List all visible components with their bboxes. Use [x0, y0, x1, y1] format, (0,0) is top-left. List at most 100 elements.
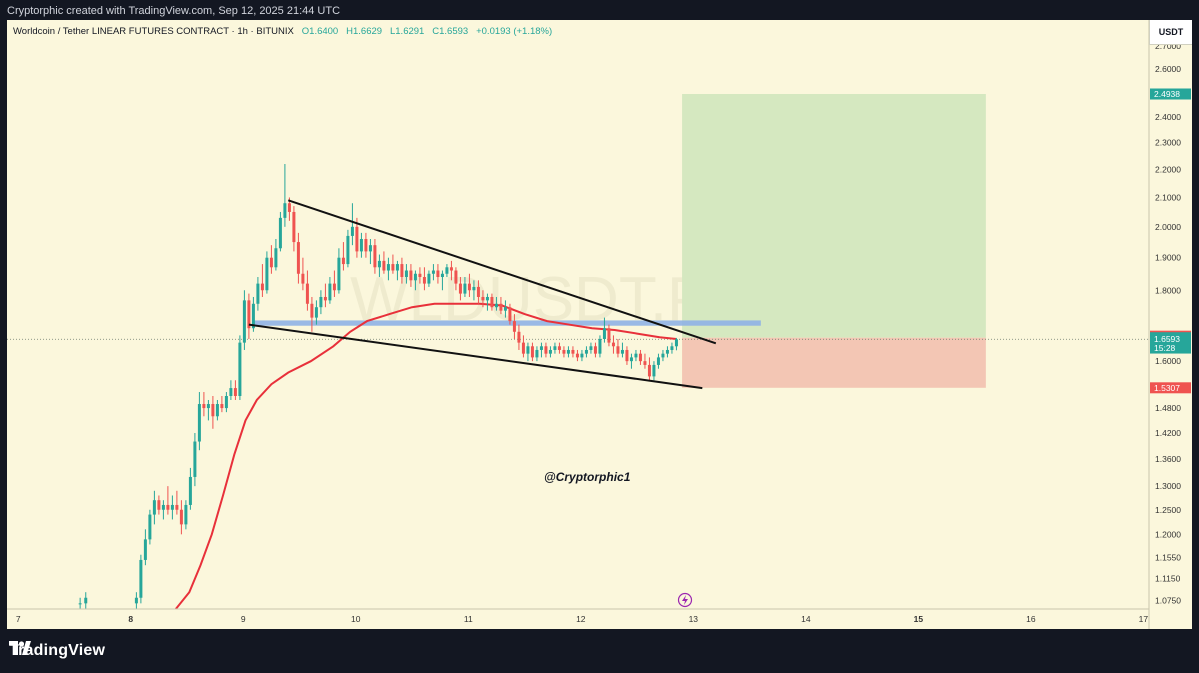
target-zone [682, 93, 986, 338]
currency-selector[interactable]: USDT [1149, 20, 1192, 45]
candle-body [152, 500, 156, 515]
candle-body [283, 203, 287, 218]
candle-body [377, 260, 381, 268]
candle-body [562, 349, 566, 354]
candle-body [386, 264, 390, 271]
price-tick-label: 2.6000 [1155, 64, 1181, 74]
price-tick-label: 1.9000 [1155, 253, 1181, 263]
tradingview-logo[interactable]: TradingView [9, 641, 105, 661]
candle-body [418, 273, 422, 278]
candle-body [242, 300, 246, 343]
candle-body [78, 603, 82, 605]
candle-body [404, 270, 408, 278]
candle-body [449, 267, 453, 271]
time-tick-label: 13 [689, 614, 699, 624]
high-value: H1.6629 [346, 26, 383, 37]
candle-body [400, 264, 404, 278]
candle-body [337, 257, 341, 291]
candle-body [539, 346, 543, 350]
candle-body [611, 342, 615, 347]
candle-body [382, 260, 386, 271]
candle-body [643, 361, 647, 365]
price-tick-label: 1.2000 [1155, 529, 1181, 539]
candle-body [598, 338, 602, 354]
price-tick-label: 2.7000 [1155, 41, 1181, 51]
candle-body [139, 559, 143, 598]
time-tick-label: 9 [241, 614, 246, 624]
time-tick-label: 11 [464, 614, 473, 624]
candle-body [314, 307, 318, 318]
stop-zone [682, 337, 986, 388]
price-label-box [1150, 382, 1191, 394]
candle-body [647, 364, 651, 377]
candle-body [170, 504, 174, 510]
candle-body [652, 364, 656, 377]
chart-caption: Cryptorphic created with TradingView.com… [0, 0, 1199, 20]
candle-body [530, 346, 534, 358]
ema-line [175, 302, 677, 610]
candle-body [305, 283, 309, 304]
chart-area[interactable]: WLDUSDT.P, 1h @Cryptorphic1 2.7000 2.6000 2.… [7, 20, 1192, 629]
price-tick-label: 2.3000 [1155, 138, 1181, 148]
candle-body [670, 346, 674, 350]
candle-body [584, 349, 588, 354]
time-tick-label: 7 [16, 614, 21, 624]
candle-body [341, 257, 345, 265]
candle-body [301, 273, 305, 284]
candle-body [395, 264, 399, 271]
candle-body [490, 296, 494, 308]
price-label: 1.5307 [1154, 383, 1180, 393]
candle-body [134, 597, 138, 604]
candle-body [229, 388, 233, 397]
price-label-box [1150, 333, 1191, 345]
candle-body [544, 346, 548, 354]
candle-body [458, 283, 462, 294]
candle-body [143, 539, 147, 560]
time-tick-label: 8 [128, 614, 133, 624]
candle-body [215, 404, 219, 417]
price-tick-label: 1.3000 [1155, 481, 1181, 491]
candle-body [373, 245, 377, 268]
candle-body [427, 273, 431, 284]
candle-body [193, 441, 197, 477]
low-value: L1.6291 [389, 26, 425, 37]
time-tick-label: 12 [576, 614, 586, 624]
candle-body [179, 509, 183, 525]
candle-body [607, 328, 611, 343]
candle-body [454, 270, 458, 284]
trendline-lower [248, 323, 703, 390]
candle-body [616, 346, 620, 354]
candle-body [436, 270, 440, 278]
price-label-box [1150, 88, 1191, 100]
price-tick-label: 1.2500 [1155, 505, 1181, 515]
time-tick-label: 15 [914, 614, 924, 624]
candle-body [157, 500, 161, 510]
candle-body [251, 303, 255, 329]
candle-body [674, 339, 678, 347]
candle-body [503, 307, 507, 311]
price-tick-label: 1.8000 [1155, 285, 1181, 295]
candle-body [292, 211, 296, 243]
candle-body [485, 296, 489, 301]
candle-body [548, 349, 552, 354]
price-chart[interactable]: WLDUSDT.P, 1h@Cryptorphic12.70002.60002.… [7, 20, 1192, 629]
candle-body [247, 300, 251, 329]
candle-body [368, 245, 372, 252]
symbol-title: Worldcoin / Tether LINEAR FUTURES CONTRA… [13, 26, 294, 37]
event-lightning-icon[interactable] [677, 592, 693, 608]
candle-body [202, 404, 206, 409]
candle-body [197, 404, 201, 442]
candle-body [602, 328, 606, 339]
candle-body [206, 404, 210, 409]
candle-body [512, 321, 516, 332]
brand-name: TradingView [9, 642, 106, 659]
candle-body [274, 248, 278, 268]
candle-body [175, 504, 179, 510]
candle-body [346, 235, 350, 265]
candle-body [521, 342, 525, 354]
candle-body [571, 349, 575, 354]
candle-body [422, 277, 426, 284]
price-tick-label: 1.0750 [1155, 596, 1181, 606]
candle-body [332, 283, 336, 291]
candle-body [166, 504, 170, 510]
